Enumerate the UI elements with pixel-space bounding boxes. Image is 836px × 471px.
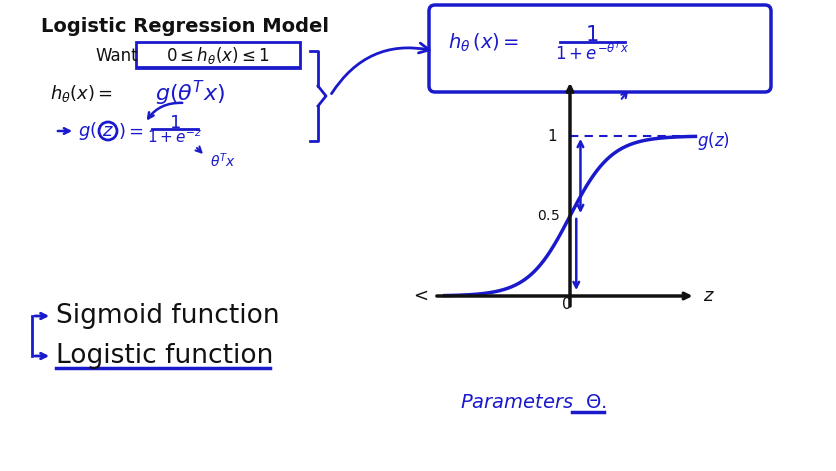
Text: $z$: $z$ [102, 122, 114, 140]
Text: $\mathit{Parameters}\ \ \Theta.$: $\mathit{Parameters}\ \ \Theta.$ [460, 393, 606, 413]
Text: $\theta^T x$: $\theta^T x$ [210, 152, 236, 171]
Text: $0.5$: $0.5$ [536, 209, 558, 223]
Text: $1+e^{-\theta^T x}$: $1+e^{-\theta^T x}$ [554, 41, 629, 65]
Text: $h_\theta(x) = $: $h_\theta(x) = $ [50, 82, 113, 104]
Text: Logistic function: Logistic function [56, 343, 273, 369]
Text: $<$: $<$ [410, 287, 429, 305]
Text: Want: Want [95, 47, 137, 65]
Text: $1$: $1$ [169, 114, 181, 132]
Text: Logistic Regression Model: Logistic Regression Model [41, 16, 329, 35]
Text: $g($: $g($ [78, 120, 97, 142]
Text: $1$: $1$ [584, 25, 598, 45]
Text: $1$: $1$ [546, 128, 557, 144]
Text: $z$: $z$ [702, 287, 715, 305]
Text: $0$: $0$ [560, 296, 571, 312]
Text: $1+e^{-z}$: $1+e^{-z}$ [147, 130, 202, 146]
Text: $g(z)$: $g(z)$ [696, 130, 729, 152]
Text: $) =$: $) =$ [118, 121, 144, 141]
Text: Sigmoid function: Sigmoid function [56, 303, 279, 329]
Text: $g(\theta^T x)$: $g(\theta^T x)$ [155, 78, 225, 107]
Text: $0 \leq h_\theta(x) \leq 1$: $0 \leq h_\theta(x) \leq 1$ [166, 44, 269, 65]
FancyArrowPatch shape [331, 43, 429, 94]
Text: $h_\theta\,(x)=$: $h_\theta\,(x)=$ [447, 32, 518, 54]
